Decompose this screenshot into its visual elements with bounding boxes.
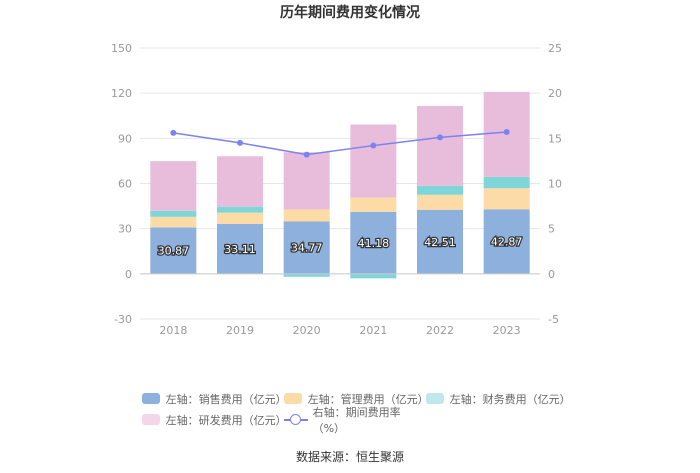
data-label-2023: 42.87 [491, 236, 523, 249]
x-tick-label-2018: 2018 [159, 324, 187, 337]
y-right-tick-label: 10 [548, 178, 562, 191]
x-tick-label-2022: 2022 [426, 324, 454, 337]
rate-point-2023 [503, 129, 510, 136]
rate-point-2018 [170, 129, 177, 136]
bar-s1-2018 [150, 216, 197, 228]
legend-label-admin: 左轴：管理费用（亿元） [307, 392, 429, 406]
legend-label-rate: 右轴：期间费用率（%） [312, 405, 401, 435]
chart-plot: -30 0 30 60 90 120 150 -5 0 5 10 15 20 25 2018 2019 2020… [111, 42, 562, 337]
y-left-tick-label: 150 [111, 42, 132, 55]
bar-s0-2022 [417, 209, 463, 274]
bar-s0-2020 [283, 221, 330, 274]
legend-item-rate[interactable]: 右轴：期间费用率（%） [284, 404, 426, 436]
y-left-tick-label: -30 [114, 313, 132, 326]
bar-s2-2023 [483, 176, 530, 189]
bar-s3-2019 [217, 156, 263, 207]
bar-s0-2021 [350, 211, 397, 274]
bar-s1-2022 [417, 194, 463, 210]
bar-s0-2018 [150, 227, 197, 274]
y-right-tick-label: 5 [548, 223, 555, 236]
rate-point-2020 [303, 151, 310, 158]
bar-s1-2020 [283, 209, 330, 222]
rate-point-2021 [370, 142, 377, 149]
y-right-tick-label: 25 [548, 42, 562, 55]
data-label-2018: 30.87 [158, 245, 190, 258]
rate-point-2022 [437, 134, 443, 141]
bar-s2-2020 [283, 273, 330, 277]
legend-item-sales[interactable]: 左轴：销售费用（亿元） [142, 391, 287, 407]
legend-swatch-rd [142, 414, 160, 425]
bar-s3-2018 [150, 161, 197, 211]
y-left-tick-label: 0 [125, 268, 132, 281]
bar-s2-2022 [417, 185, 463, 195]
chart-title: 历年期间费用变化情况 [280, 5, 420, 21]
legend-label-sales: 左轴：销售费用（亿元） [165, 392, 287, 406]
legend-swatch-rate [284, 413, 308, 426]
legend-item-finance[interactable]: 左轴：财务费用（亿元） [426, 391, 571, 407]
x-tick-label-2021: 2021 [359, 324, 387, 337]
data-label-2020: 34.77 [291, 242, 323, 255]
legend-label-rd: 左轴：研发费用（亿元） [165, 413, 287, 427]
legend-swatch-admin [284, 393, 302, 404]
bar-s1-2021 [350, 197, 397, 212]
x-tick-label-2020: 2020 [293, 324, 321, 337]
data-source: 数据来源：恒生聚源 [295, 450, 404, 464]
bar-s2-2019 [217, 206, 263, 213]
bar-s2-2021 [350, 273, 397, 279]
legend-swatch-finance [426, 393, 444, 404]
x-tick-label-2023: 2023 [493, 324, 521, 337]
x-tick-label-2019: 2019 [226, 324, 254, 337]
legend: 左轴：销售费用（亿元） 左轴：管理费用（亿元） 左轴：财务费用（亿元） 左轴：研… [142, 388, 582, 435]
bar-s3-2022 [417, 105, 463, 186]
bar-s3-2021 [350, 124, 397, 198]
bar-s0-2023 [483, 209, 530, 274]
legend-swatch-sales [142, 393, 160, 404]
data-label-2022: 42.51 [424, 236, 456, 249]
y-left-tick-label: 60 [118, 178, 132, 191]
y-right-tick-label: 0 [548, 268, 555, 281]
y-right-tick-label: 15 [548, 132, 562, 145]
y-left-tick-label: 30 [118, 223, 132, 236]
bar-s2-2018 [150, 210, 197, 217]
legend-label-finance: 左轴：财务费用（亿元） [449, 392, 571, 406]
y-left-tick-label: 120 [111, 87, 132, 100]
y-left-tick-label: 90 [118, 132, 132, 145]
data-label-2019: 33.11 [224, 243, 256, 256]
y-right-tick-label: 20 [548, 87, 562, 100]
bar-s0-2019 [217, 223, 263, 274]
legend-item-rd[interactable]: 左轴：研发费用（亿元） [142, 412, 287, 428]
data-label-2021: 41.18 [358, 237, 390, 250]
rate-point-2019 [237, 139, 243, 146]
bar-s1-2023 [483, 188, 530, 210]
bar-s3-2020 [283, 152, 330, 210]
y-right-tick-label: -5 [548, 313, 559, 326]
legend-item-admin[interactable]: 左轴：管理费用（亿元） [284, 391, 429, 407]
rate-line [173, 131, 507, 156]
bar-s1-2019 [217, 212, 263, 224]
